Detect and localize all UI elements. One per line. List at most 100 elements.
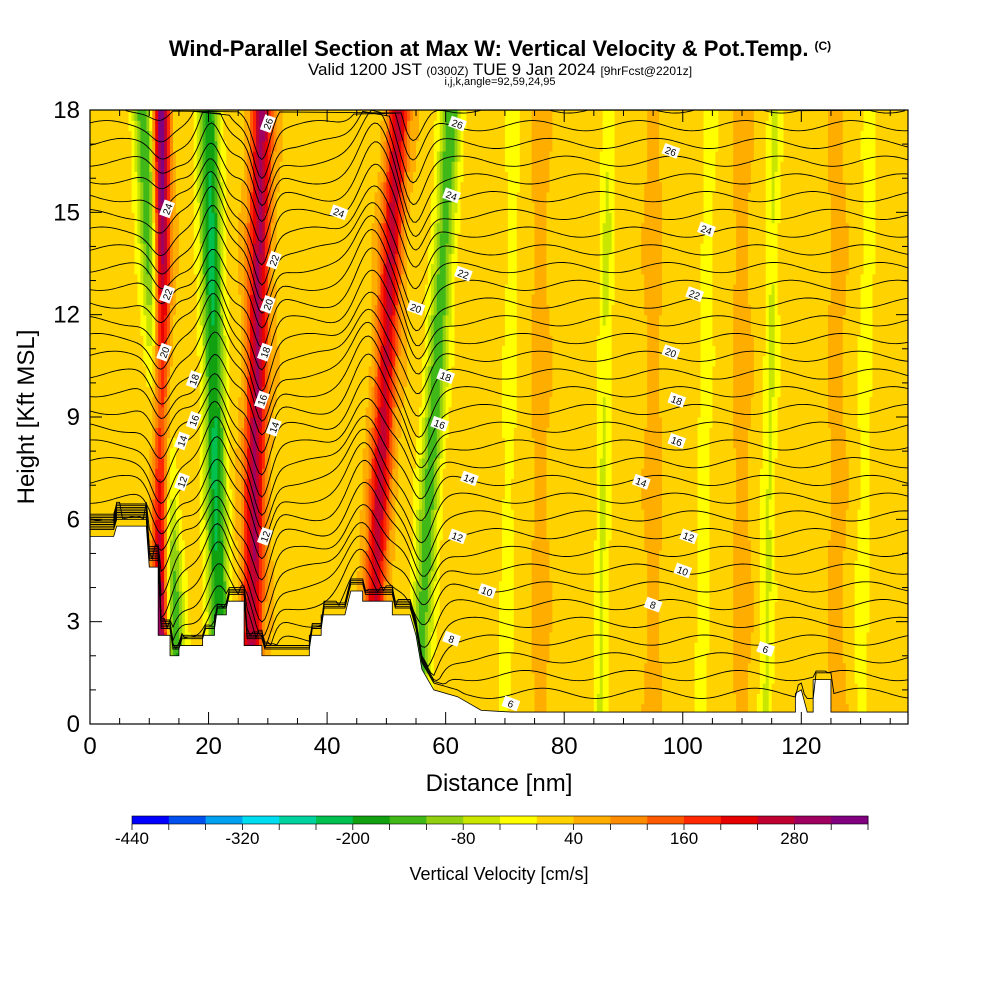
velocity-cell bbox=[383, 314, 387, 326]
velocity-cell bbox=[392, 130, 396, 142]
velocity-cell bbox=[398, 283, 402, 295]
velocity-cell bbox=[261, 488, 266, 500]
velocity-cell bbox=[226, 386, 230, 398]
velocity-cell bbox=[694, 642, 711, 653]
velocity-cell bbox=[416, 539, 420, 551]
velocity-cell bbox=[244, 519, 248, 531]
velocity-cell bbox=[416, 611, 420, 623]
velocity-cell bbox=[208, 263, 216, 275]
velocity-cell bbox=[90, 335, 144, 346]
velocity-cell bbox=[395, 314, 399, 326]
velocity-cell bbox=[276, 294, 373, 306]
velocity-cell bbox=[377, 560, 382, 572]
velocity-cell bbox=[276, 243, 373, 254]
velocity-cell bbox=[534, 437, 548, 449]
velocity-cell bbox=[149, 181, 153, 193]
velocity-cell bbox=[149, 498, 153, 510]
velocity-cell bbox=[418, 417, 423, 428]
velocity-cell bbox=[546, 447, 598, 459]
velocity-cell bbox=[736, 509, 749, 520]
velocity-cell bbox=[747, 212, 767, 224]
velocity-cell bbox=[374, 386, 379, 398]
velocity-cell bbox=[258, 611, 263, 623]
velocity-cell bbox=[211, 468, 219, 479]
velocity-cell bbox=[244, 304, 248, 316]
velocity-cell bbox=[404, 191, 408, 203]
velocity-cell bbox=[733, 304, 752, 316]
velocity-cell bbox=[217, 130, 222, 142]
velocity-cell bbox=[250, 457, 254, 469]
velocity-cell bbox=[430, 631, 438, 643]
velocity-cell bbox=[733, 161, 752, 172]
contour-label: 16 bbox=[185, 411, 202, 430]
velocity-cell bbox=[170, 386, 201, 398]
velocity-cell bbox=[253, 406, 263, 418]
velocity-cell bbox=[433, 120, 441, 132]
velocity-cell bbox=[599, 263, 604, 275]
velocity-cell bbox=[253, 222, 257, 234]
velocity-cell bbox=[647, 324, 660, 336]
velocity-cell bbox=[439, 120, 444, 132]
velocity-cell bbox=[416, 570, 420, 582]
velocity-cell bbox=[439, 191, 444, 203]
velocity-cell bbox=[644, 191, 663, 203]
velocity-cell bbox=[442, 529, 503, 541]
velocity-cell bbox=[217, 273, 222, 285]
velocity-cell bbox=[398, 345, 402, 357]
velocity-cell bbox=[131, 171, 139, 183]
velocity-cell bbox=[457, 263, 509, 275]
velocity-cell bbox=[193, 212, 201, 224]
velocity-cell bbox=[448, 222, 453, 234]
velocity-cell bbox=[264, 570, 269, 582]
velocity-cell bbox=[276, 110, 284, 121]
velocity-cell bbox=[137, 222, 141, 234]
velocity-cell bbox=[202, 191, 207, 203]
velocity-cell bbox=[232, 529, 236, 541]
velocity-cell bbox=[593, 539, 601, 551]
velocity-cell bbox=[137, 273, 141, 285]
velocity-cell bbox=[395, 529, 414, 541]
velocity-cell bbox=[374, 560, 379, 572]
velocity-cell bbox=[445, 406, 450, 418]
velocity-cell bbox=[549, 539, 595, 551]
velocity-cell bbox=[765, 212, 773, 224]
velocity-cell bbox=[662, 498, 699, 510]
velocity-cell bbox=[214, 150, 219, 162]
velocity-cell bbox=[181, 519, 201, 531]
velocity-cell bbox=[466, 120, 506, 132]
velocity-cell bbox=[264, 243, 269, 254]
velocity-cell bbox=[771, 396, 779, 408]
velocity-cell bbox=[451, 222, 456, 234]
velocity-cell bbox=[451, 376, 503, 387]
velocity-cell bbox=[223, 437, 227, 449]
velocity-cell bbox=[662, 529, 699, 541]
velocity-cell bbox=[238, 283, 245, 295]
velocity-cell bbox=[202, 253, 207, 265]
velocity-cell bbox=[499, 611, 515, 623]
velocity-cell bbox=[247, 529, 251, 541]
velocity-cell bbox=[223, 181, 227, 193]
velocity-cell bbox=[158, 304, 162, 316]
velocity-cell bbox=[229, 509, 233, 520]
velocity-cell bbox=[709, 539, 734, 551]
velocity-cell bbox=[433, 355, 444, 367]
velocity-cell bbox=[534, 509, 548, 520]
velocity-cell bbox=[140, 212, 144, 224]
velocity-cell bbox=[549, 652, 595, 664]
velocity-cell bbox=[253, 365, 257, 377]
velocity-cell bbox=[205, 355, 210, 367]
velocity-cell bbox=[534, 447, 548, 459]
velocity-cell bbox=[143, 283, 147, 295]
velocity-cell bbox=[593, 611, 601, 623]
velocity-cell bbox=[430, 314, 435, 326]
velocity-cell bbox=[229, 580, 233, 592]
velocity-cell bbox=[223, 232, 227, 244]
velocity-cell bbox=[229, 345, 242, 357]
velocity-cell bbox=[869, 529, 908, 541]
velocity-cell bbox=[244, 488, 248, 500]
velocity-cell bbox=[599, 191, 607, 203]
velocity-cell bbox=[371, 488, 376, 500]
velocity-cell bbox=[398, 355, 408, 367]
velocity-cell bbox=[700, 273, 713, 285]
velocity-cell bbox=[175, 509, 183, 520]
